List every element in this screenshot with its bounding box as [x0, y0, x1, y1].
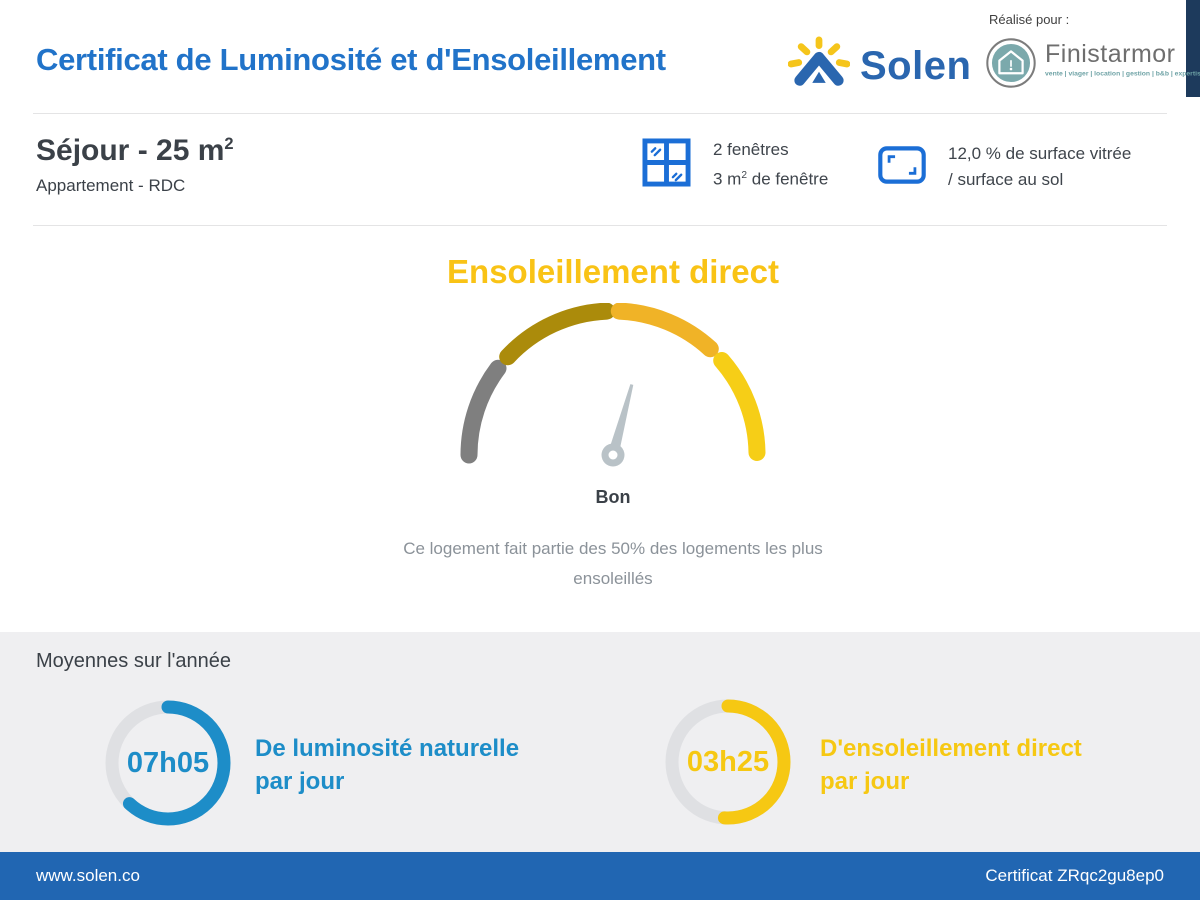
sunlight-label: D'ensoleillement direct par jour — [820, 735, 1082, 795]
sunlight-value: 03h25 — [686, 745, 770, 778]
averages-title: Moyennes sur l'année — [36, 650, 232, 672]
gauge-segment-low — [460, 359, 507, 464]
sunlight-gauge — [460, 303, 766, 467]
partner-block: Réalisé pour : Finistarmor vente | viage… — [985, 12, 1200, 94]
page-title: Certificat de Luminosité et d'Ensoleille… — [36, 42, 666, 77]
room-name: Séjour - 25 m2 — [36, 134, 234, 167]
footer-certificate-id: Certificat ZRqc2gu8ep0 — [985, 866, 1164, 885]
partner-name: Finistarmor — [1045, 40, 1176, 68]
finistarmor-logo: Finistarmor vente | viager | location | … — [985, 37, 1200, 94]
solen-logo: Solen — [787, 36, 972, 97]
solen-wordmark: Solen — [860, 44, 972, 88]
luminosity-value: 07h05 — [126, 746, 210, 779]
gauge-needle-hub-dot — [608, 450, 618, 460]
gauge-segment-medium — [499, 303, 616, 366]
header-divider — [33, 113, 1167, 114]
windows-area: 3 m2 de fenêtre — [713, 169, 829, 189]
gauge-segment-good — [610, 303, 719, 358]
gauge-rating: Bon — [595, 487, 631, 507]
luminosity-ring: 07h05 — [102, 697, 234, 829]
windows-count: 2 fenêtres — [713, 140, 789, 159]
partner-tagline: vente | viager | location | gestion | b&… — [1045, 70, 1200, 78]
surface-feature: 12,0 % de surface vitrée / surface au so… — [878, 141, 1131, 193]
surface-ratio: 12,0 % de surface vitrée — [948, 144, 1132, 163]
windows-feature: 2 fenêtres 3 m2 de fenêtre — [642, 137, 828, 193]
solen-sun-house-icon — [787, 36, 851, 97]
averages-section: Moyennes sur l'année 07h05 De luminosité… — [0, 632, 1200, 852]
room-subtitle: Appartement - RDC — [36, 176, 186, 195]
gauge-title: Ensoleillement direct — [447, 253, 779, 290]
footer-website-link[interactable]: www.solen.co — [36, 866, 140, 885]
luminosity-label: De luminosité naturelle par jour — [255, 735, 520, 795]
surface-ratio-2: / surface au sol — [948, 170, 1064, 189]
room-info: Séjour - 25 m2 Appartement - RDC — [36, 134, 234, 196]
window-icon — [642, 138, 691, 192]
gauge-description: Ce logement fait partie des 50% des loge… — [403, 539, 823, 588]
corner-accent-bar — [1186, 0, 1200, 97]
gauge-needle — [607, 384, 634, 457]
realise-pour-label: Réalisé pour : — [989, 12, 1070, 27]
surface-text: 12,0 % de surface vitrée / surface au so… — [948, 141, 1131, 193]
gauge-segment-high — [713, 352, 766, 461]
windows-text: 2 fenêtres 3 m2 de fenêtre — [713, 137, 828, 193]
floor-surface-icon — [878, 145, 926, 189]
finistarmor-house-circle-icon — [985, 37, 1037, 94]
section-divider — [33, 225, 1167, 226]
sunlight-ring: 03h25 — [662, 696, 794, 828]
footer-bar: www.solen.co Certificat ZRqc2gu8ep0 — [0, 852, 1200, 900]
